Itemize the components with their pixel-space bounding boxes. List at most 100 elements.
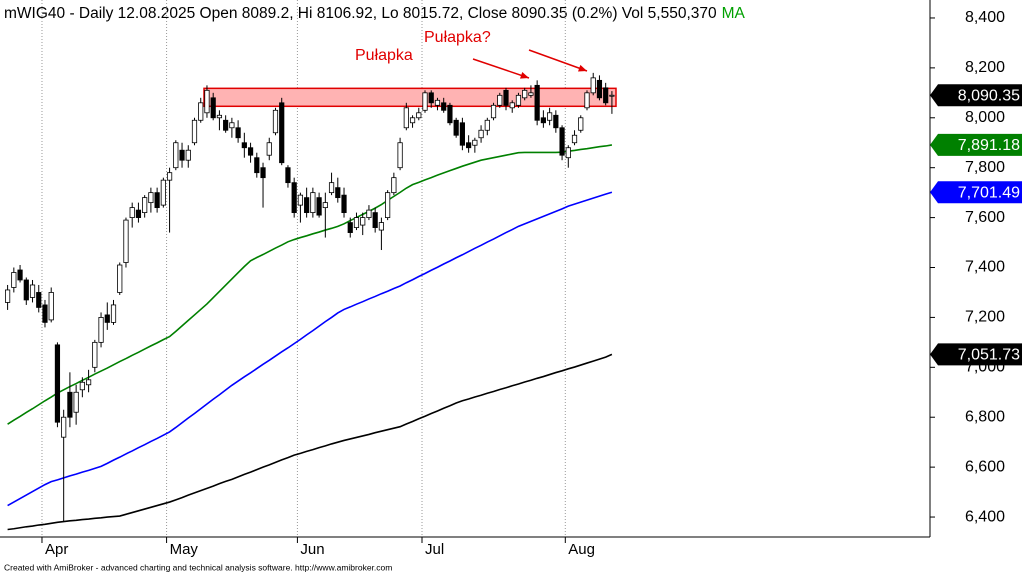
y-tick-label: 8,200 [965,59,1005,76]
moving-average-line [7,144,613,425]
candle-body [466,142,472,149]
x-tick-label: May [170,541,199,558]
candle-body [104,314,110,323]
y-tick-label: 6,800 [965,408,1005,425]
candle-body [534,84,540,121]
candle-body [23,279,29,301]
moving-average-line [7,191,613,507]
candle-body [42,304,48,323]
candle-body [204,89,210,114]
candle-body [441,102,447,111]
candle-body [509,102,515,109]
candle-body [385,192,391,218]
candle-body [453,119,459,136]
candle-body [353,217,360,228]
candle-body [472,139,478,146]
candle-body [428,92,434,104]
candle-body [335,187,341,199]
price-tag-label: 7,051.73 [958,347,1020,364]
candle-body [571,134,578,144]
y-tick-label: 6,400 [965,508,1005,525]
y-tick-label: 6,600 [965,458,1005,475]
candle-body [142,197,148,214]
candle-body [279,102,285,164]
candle-body [17,269,23,281]
y-tick-label: 8,400 [965,9,1005,26]
candle-body [266,142,272,156]
candle-body [316,197,322,216]
candle-body [347,222,353,233]
x-tick-label: Apr [45,541,68,558]
candle-body [110,304,117,323]
footer: Created with AmiBroker - advanced charti… [4,562,392,572]
candle-body [173,142,179,169]
candle-body [391,177,397,194]
price-tag-label: 7,891.18 [958,137,1020,154]
candle-body [422,92,428,111]
candle-body [291,182,297,214]
candle-body [179,149,185,161]
candle-body [166,172,173,181]
candle-body [484,119,490,131]
candle-body [434,99,441,106]
y-tick-label: 7,800 [965,159,1005,176]
candle-body [191,119,198,144]
annotation: Pułapka [355,47,413,64]
candle-body [522,89,528,99]
candle-body [366,209,372,218]
x-tick-label: Jul [425,541,444,558]
candle-body [416,112,422,119]
candle-body [48,292,54,321]
candle-body [229,122,235,129]
x-tick-label: Aug [568,541,595,558]
candle-body [515,94,522,106]
price-tag [930,343,1022,366]
candle-body [29,284,36,298]
candle-body [360,217,366,226]
candle-body [223,119,229,131]
candle-body [540,117,546,124]
candle-body [447,104,453,124]
candle-body [148,192,154,204]
price-tag [930,133,1022,156]
candle-body [135,209,142,218]
candle-body [459,122,465,146]
moving-average-line [7,353,613,531]
candle-body [272,109,279,134]
price-tag [930,181,1022,204]
candle-body [67,391,73,418]
candle-body [61,416,67,438]
y-tick-label: 7,600 [965,209,1005,226]
candle-body [73,391,79,413]
chart-title: mWIG40 - Daily 12.08.2025 Open 8089.2, H… [4,5,746,22]
candle-body [565,147,571,159]
candle-body [378,222,385,231]
candle-body [198,102,204,121]
candle-body [254,157,260,174]
candle-body [85,379,92,386]
candle-body [559,127,565,156]
price-tag [930,84,1022,107]
candle-body [603,87,609,104]
candle-body [185,149,191,161]
candle-body [403,107,409,129]
candle-body [341,194,347,214]
candle-body [609,94,615,97]
candle-body [322,202,328,209]
arrow-line [472,58,530,79]
candle-body [79,381,85,391]
candle-body [98,317,104,343]
resistance-zone [203,87,617,108]
candle-body [36,292,42,308]
candle-body [409,117,416,124]
candle-body [310,192,316,214]
candle-body [260,167,266,179]
candle-body [578,117,584,131]
candle-body [397,142,403,169]
candle-body [123,219,129,263]
price-tag-label: 7,701.49 [958,184,1020,201]
annotation: Pułapka? [424,29,491,46]
title-text: mWIG40 - Daily 12.08.2025 Open 8089.2, H… [4,5,717,22]
candle-body [247,147,254,156]
